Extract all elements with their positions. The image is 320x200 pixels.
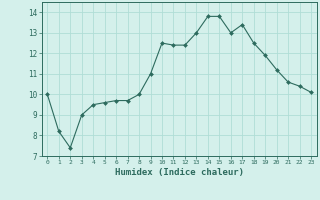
X-axis label: Humidex (Indice chaleur): Humidex (Indice chaleur) [115, 168, 244, 177]
